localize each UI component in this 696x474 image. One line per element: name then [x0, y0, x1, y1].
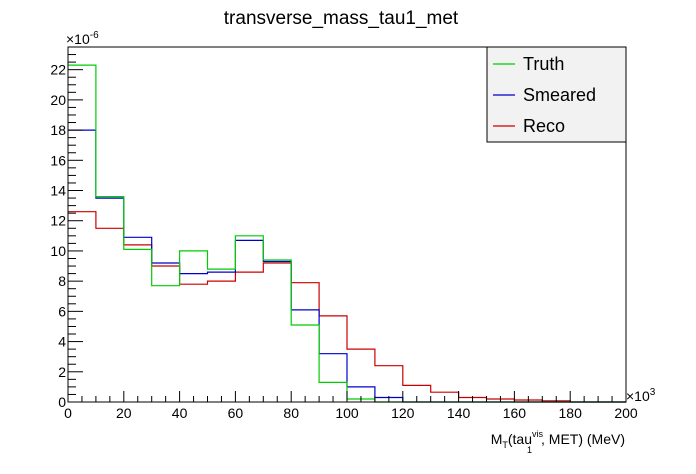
- legend-label-reco: Reco: [523, 116, 565, 136]
- y-tick-label: 16: [50, 152, 66, 168]
- x-tick-label: 0: [64, 405, 72, 421]
- chart-title: transverse_mass_tau1_met: [224, 8, 459, 29]
- legend: Truth Smeared Reco: [486, 46, 627, 143]
- y-axis-multiplier: ×10-6: [66, 30, 99, 47]
- x-tick-label: 40: [172, 405, 188, 421]
- legend-label-smeared: Smeared: [523, 85, 596, 105]
- y-multiplier-base: ×10: [66, 31, 90, 47]
- x-multiplier-base: ×10: [626, 388, 650, 404]
- y-tick-label: 10: [50, 243, 66, 259]
- x-label-mid: (tau: [508, 431, 532, 447]
- x-label-sub2: 1: [527, 445, 532, 455]
- x-multiplier-exponent: 3: [650, 387, 656, 398]
- x-tick-label: 60: [228, 405, 244, 421]
- x-label-tail: , MET) (MeV): [541, 431, 625, 447]
- x-tick-label: 100: [335, 405, 359, 421]
- x-tick-label: 80: [283, 405, 299, 421]
- y-tick-label: 8: [58, 273, 66, 289]
- y-tick-label: 18: [50, 122, 66, 138]
- x-tick-label: 160: [503, 405, 527, 421]
- y-tick-label: 20: [50, 92, 66, 108]
- y-tick-label: 22: [50, 62, 66, 78]
- x-label-sup: vis: [532, 429, 543, 439]
- y-tick-label: 2: [58, 364, 66, 380]
- y-axis-ticks: 0 2 4 6 8 10 12 14 16 18 20 22: [50, 46, 83, 410]
- x-tick-label: 140: [447, 405, 471, 421]
- y-tick-label: 12: [50, 213, 66, 229]
- x-label-main: M: [491, 431, 503, 447]
- x-axis-label: MT(tauvis 1 , MET) (MeV): [491, 429, 625, 455]
- x-label-sub1: T: [502, 440, 508, 450]
- x-tick-label: 180: [559, 405, 583, 421]
- x-tick-label: 120: [391, 405, 415, 421]
- y-tick-label: 0: [58, 394, 66, 410]
- y-tick-label: 14: [50, 183, 66, 199]
- y-multiplier-exponent: -6: [90, 30, 99, 41]
- x-tick-label: 200: [614, 405, 638, 421]
- x-axis-ticks: 0 20 40 60 80 100 120 140 160 180 200: [64, 391, 638, 421]
- legend-label-truth: Truth: [523, 54, 564, 74]
- x-tick-label: 20: [116, 405, 132, 421]
- y-tick-label: 6: [58, 303, 66, 319]
- x-axis-multiplier: ×103: [626, 387, 656, 404]
- y-tick-label: 4: [58, 334, 66, 350]
